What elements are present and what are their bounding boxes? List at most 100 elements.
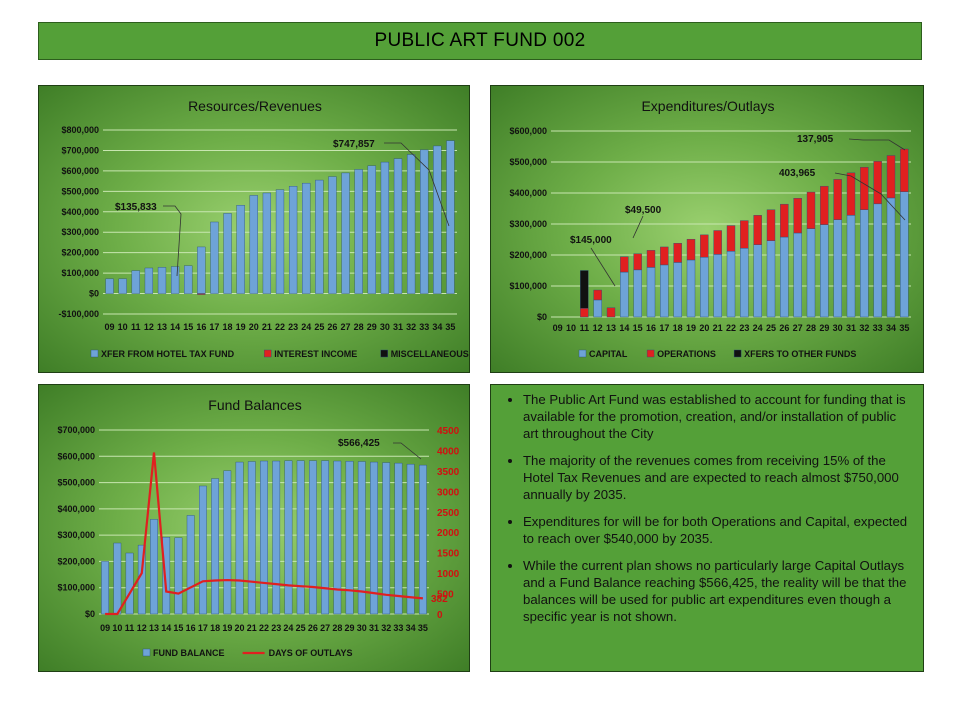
legend-label: INTEREST INCOME	[274, 349, 357, 359]
x-tick-label: 22	[259, 623, 269, 633]
legend-swatch	[90, 349, 99, 358]
bar	[406, 154, 416, 294]
data-annotation: $747,857	[333, 139, 375, 150]
x-tick-label: 21	[247, 623, 257, 633]
bar	[406, 463, 415, 615]
x-tick-label: 28	[806, 323, 816, 333]
bar	[341, 172, 350, 294]
bar	[686, 238, 696, 261]
bar	[780, 203, 789, 238]
revenues-chart-panel: Resources/Revenues -$100,000 $0 $100,000 $20…	[38, 85, 470, 373]
bar	[275, 189, 285, 294]
bar	[846, 215, 856, 318]
bar	[118, 278, 127, 294]
bar	[673, 262, 682, 318]
legend-swatch	[380, 349, 388, 358]
y-tick-label: $700,000	[57, 425, 95, 435]
y-tick-label: $400,000	[57, 504, 95, 514]
y-tick-label: -$100,000	[58, 309, 99, 319]
bar	[646, 267, 656, 318]
x-tick-label: 32	[406, 322, 416, 332]
x-tick-label: 28	[332, 623, 342, 633]
x-tick-label: 31	[846, 323, 856, 333]
data-annotation: $566,425	[338, 438, 380, 449]
x-tick-label: 15	[183, 322, 193, 332]
bar	[393, 158, 403, 294]
bar	[726, 251, 736, 318]
x-tick-label: 34	[886, 323, 896, 333]
y-tick-label: $600,000	[61, 166, 99, 176]
summary-bullet: The Public Art Fund was established to a…	[523, 391, 909, 442]
bar	[131, 270, 140, 294]
x-tick-label: 27	[320, 623, 330, 633]
bar	[302, 182, 311, 294]
bar	[713, 230, 722, 255]
x-tick-label: 24	[283, 623, 293, 633]
bar	[580, 270, 589, 309]
bar	[886, 197, 896, 318]
expenditures-chart: Expenditures/Outlays $0 $100,000 $200,000 $3…	[509, 98, 911, 359]
bar	[420, 149, 429, 294]
x-tick-label: 12	[144, 322, 154, 332]
bar	[174, 537, 183, 615]
summary-bullet: Expenditures for will be for both Operat…	[523, 513, 909, 547]
legend-label: CAPITAL	[589, 349, 628, 359]
legend-swatch	[733, 349, 742, 358]
x-tick-label: 18	[673, 323, 683, 333]
y2-tick-label: 4000	[437, 446, 460, 457]
bar	[593, 289, 602, 301]
x-tick-label: 29	[345, 623, 355, 633]
annotation-leader-line	[632, 215, 644, 239]
x-tick-label: 16	[196, 322, 206, 332]
y-tick-label: $200,000	[61, 248, 99, 258]
x-tick-label: 28	[354, 322, 364, 332]
bar	[236, 205, 245, 294]
bar	[199, 485, 207, 615]
bar	[873, 203, 882, 318]
data-annotation: $145,000	[570, 235, 612, 246]
annotation-leader-line	[590, 247, 616, 287]
x-tick-label: 14	[161, 623, 171, 633]
bar	[860, 209, 869, 318]
x-tick-label: 10	[112, 623, 122, 633]
y-tick-label: $300,000	[61, 227, 99, 237]
y-tick-label: $600,000	[57, 451, 95, 461]
bar	[686, 259, 696, 318]
y-tick-label: $400,000	[61, 207, 99, 217]
bar	[793, 232, 802, 318]
summary-text-panel: The Public Art Fund was established to a…	[490, 384, 924, 672]
x-tick-label: 22	[275, 322, 285, 332]
bar	[125, 552, 134, 615]
bar	[354, 169, 363, 294]
bar	[700, 256, 709, 318]
x-tick-label: 24	[301, 322, 311, 332]
x-tick-label: 30	[357, 623, 367, 633]
bar	[394, 462, 403, 615]
bar	[184, 265, 193, 294]
bar	[633, 253, 642, 271]
bar	[740, 247, 749, 318]
y-tick-label: $300,000	[57, 530, 95, 540]
bar	[620, 256, 629, 273]
y2-tick-label: 3500	[437, 467, 460, 478]
fund-balances-chart: Fund Balances $0 $100,000 $200,000 $300,000 $…	[57, 397, 460, 658]
bar	[223, 213, 232, 294]
legend-label: OPERATIONS	[657, 349, 716, 359]
x-tick-label: 25	[296, 623, 306, 633]
x-tick-label: 33	[393, 623, 403, 633]
bar	[806, 228, 816, 318]
chart-title: Expenditures/Outlays	[641, 98, 774, 114]
y-tick-label: $500,000	[57, 478, 95, 488]
bar	[446, 140, 455, 294]
x-tick-label: 32	[381, 623, 391, 633]
x-tick-label: 20	[249, 322, 259, 332]
y-tick-label: $400,000	[509, 188, 547, 198]
x-tick-label: 12	[593, 323, 603, 333]
x-tick-label: 29	[367, 322, 377, 332]
bar	[846, 172, 856, 216]
bar	[284, 460, 293, 615]
x-tick-label: 10	[566, 323, 576, 333]
legend-label: XFERS TO OTHER FUNDS	[744, 349, 856, 359]
bar	[766, 240, 776, 318]
x-tick-label: 21	[262, 322, 272, 332]
